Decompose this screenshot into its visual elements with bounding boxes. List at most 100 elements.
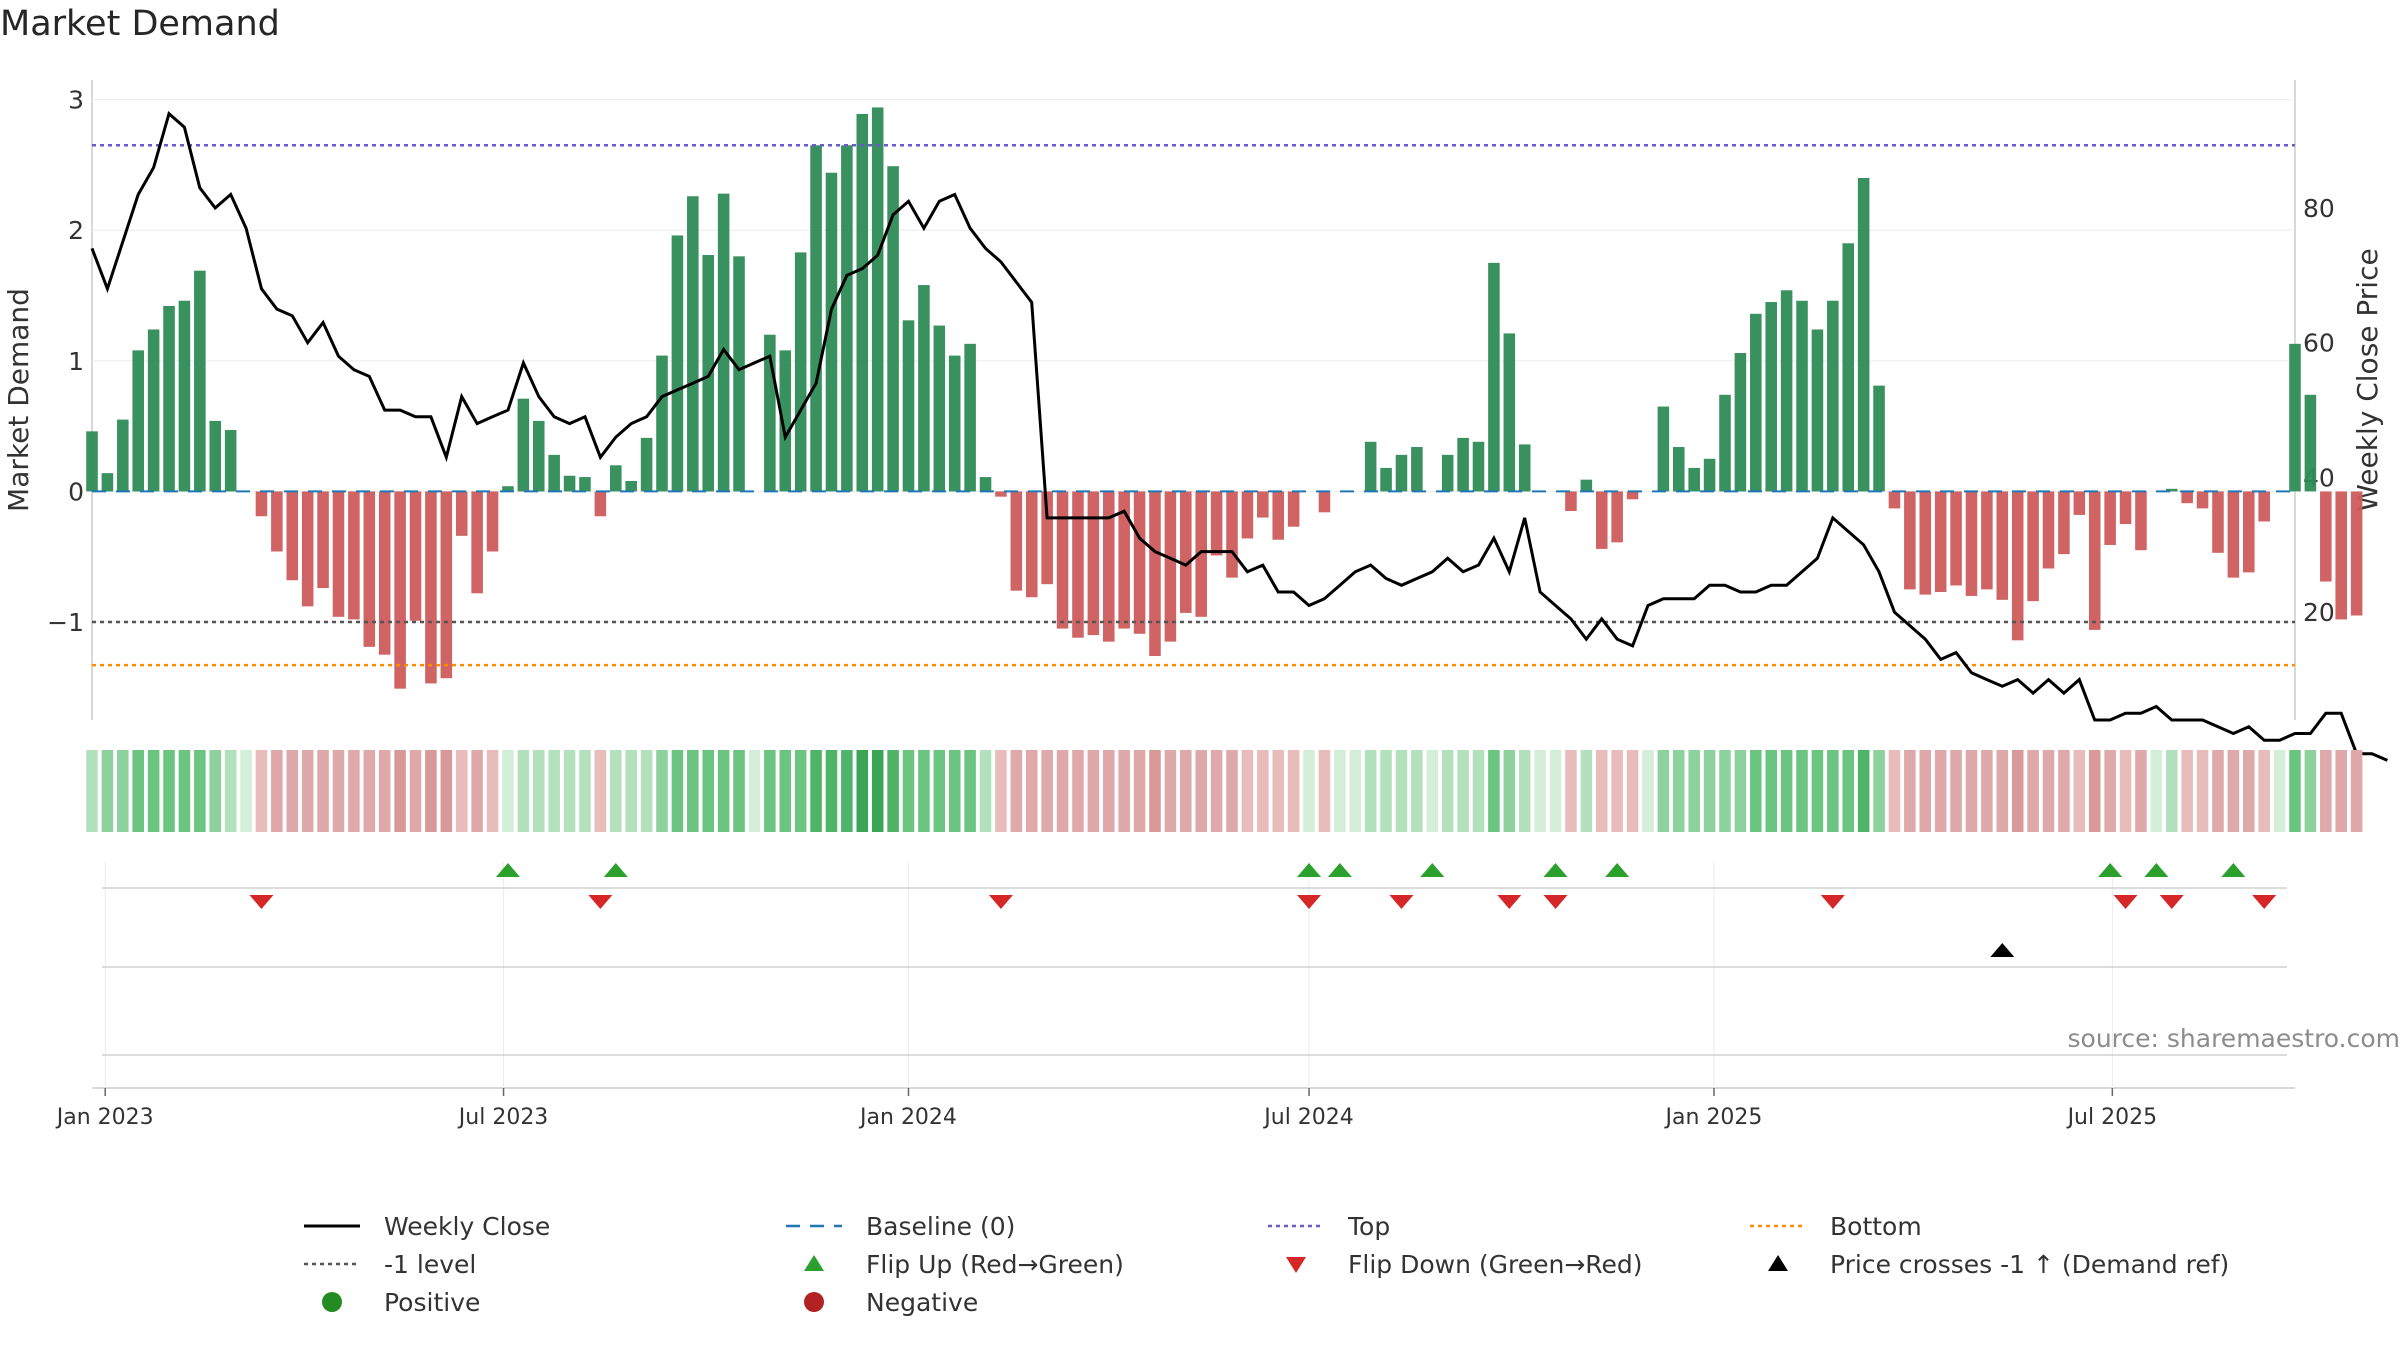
heat-cell [1488,750,1500,832]
chart-title: Market Demand [0,4,280,44]
legend-label: Flip Down (Green→Red) [1348,1249,1643,1279]
flip-down-marker [988,895,1013,909]
heat-cell [948,750,961,832]
heat-cell [1796,750,1808,832]
demand-bar [2119,491,2132,525]
demand-bar [594,491,607,517]
heat-cell [1934,750,1947,832]
demand-bar [532,420,545,492]
demand-bar [1210,491,1223,556]
legend-item: Flip Down (Green→Red) [1264,1246,1643,1282]
demand-bar [1503,333,1516,492]
heat-cell [1827,750,1839,832]
line-dotted-icon [1264,1211,1328,1241]
demand-bar [271,491,283,552]
flip-up-marker [1543,863,1568,877]
demand-bar [1904,491,1916,590]
demand-bar [610,465,622,492]
legend-item: -1 level [300,1246,476,1282]
triangle-up-icon [782,1249,846,1279]
heat-cell [995,750,1007,832]
heat-cell [1626,750,1639,832]
heat-cell [1780,750,1793,832]
heat-cell [1518,750,1531,832]
heat-cell [101,750,114,832]
flip-down-marker [1543,895,1568,909]
heat-cell [1257,750,1269,832]
demand-bar [933,325,946,492]
flip-down-marker [1497,895,1522,909]
heat-cell [1472,750,1485,832]
demand-bar [794,252,807,492]
heat-cell [1565,750,1577,832]
flip-up-marker [1327,863,1352,877]
x-tick-label: Jan 2024 [858,1105,957,1130]
heat-cell [2150,750,2163,832]
demand-bar [1441,454,1454,492]
heat-cell [1595,750,1608,832]
demand-bar [1102,491,1115,642]
y-tick-label: 0 [68,477,84,506]
heat-cell [1857,750,1870,832]
heat-cell [2212,750,2224,832]
demand-bar [455,491,468,536]
demand-bar [317,491,329,589]
heat-cell [271,750,283,832]
heat-cell [1750,750,1762,832]
heat-cell [610,750,622,832]
heat-cell [2273,750,2286,832]
demand-bar [1595,491,1608,549]
demand-bar [332,491,345,617]
heat-cell [1888,750,1901,832]
legend-item: Flip Up (Red→Green) [782,1246,1124,1282]
demand-bar [856,113,869,492]
demand-bar [1919,491,1932,595]
flip-up-marker [495,863,520,877]
heat-cell [1272,750,1285,832]
heat-cell [1996,750,2009,832]
y-right-tick-label: 60 [2303,329,2335,358]
heat-cell [1025,750,1038,832]
line-dotted-icon [300,1249,364,1279]
heat-cell [471,750,483,832]
y-tick-label: 1 [68,347,84,376]
heat-cell [348,750,360,832]
demand-bar [2320,491,2332,582]
heat-cell [2227,750,2240,832]
heat-cell [1164,750,1177,832]
line-solid-icon [300,1211,364,1241]
flip-up-marker [2221,863,2246,877]
heat-cell [979,750,992,832]
heat-cell [825,750,838,832]
heat-cell [2196,750,2209,832]
triangle-down-icon [1264,1249,1328,1279]
heat-cell [1087,750,1100,832]
demand-bar [717,193,730,492]
demand-bar [1072,491,1084,638]
price-cross-marker [1990,943,2015,957]
heat-cell [224,750,237,832]
heat-cell [2335,750,2347,832]
heat-cell [702,750,715,832]
demand-bar [825,172,838,492]
demand-bar [348,491,360,620]
heat-cell [1303,750,1315,832]
heat-cell [1441,750,1454,832]
y-right-tick-label: 20 [2303,598,2335,627]
demand-bar [2289,343,2301,492]
heat-cell [1010,750,1023,832]
source-credit: source: sharemaestro.com [2067,1024,2400,1053]
demand-bar [687,196,699,492]
demand-bar [1657,406,1670,492]
heat-cell [1950,750,1962,832]
demand-bar [733,256,745,492]
heat-cell [1149,750,1161,832]
flip-down-marker [1820,895,1845,909]
demand-bar [671,235,684,492]
demand-bar [1380,467,1392,492]
heat-cell [856,750,869,832]
demand-bar [640,437,653,492]
demand-bar [1765,302,1777,492]
heat-cell [671,750,684,832]
heat-cell [640,750,653,832]
